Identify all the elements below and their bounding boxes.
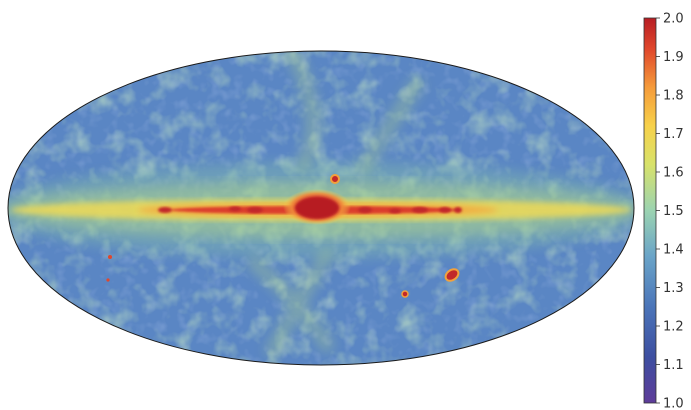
colorbar-tick-label: 1.7 [663, 127, 684, 142]
point-source-left-2 [106, 278, 110, 282]
colorbar-tick-label: 1.8 [663, 89, 684, 104]
colorbar-tick-label: 1.9 [663, 50, 684, 65]
colorbar-tick-label: 1.4 [663, 243, 684, 258]
colorbar-tick-label: 1.1 [663, 358, 684, 373]
large-magellanic-cloud [444, 268, 460, 282]
sky-map [8, 51, 634, 365]
point-source-left-1 [108, 255, 112, 259]
colorbar-tick-label: 2.0 [663, 12, 684, 27]
small-magellanic-cloud [401, 290, 409, 298]
colorbar-tick-label: 1.6 [663, 166, 684, 181]
colorbar: 2.0 1.9 1.8 1.7 1.6 1.5 1.4 1.3 1.2 1.1 1.0 [643, 12, 684, 410]
colorbar-ticks: 2.0 1.9 1.8 1.7 1.6 1.5 1.4 1.3 1.2 1.1 1.0 [656, 12, 684, 410]
loop-arcs [245, 51, 426, 359]
colorbar-tick-label: 1.3 [663, 281, 684, 296]
colorbar-tick-label: 1.0 [663, 397, 684, 410]
point-source-north [330, 174, 340, 184]
colorbar-gradient [643, 17, 657, 404]
colorbar-tick-label: 1.2 [663, 320, 684, 335]
map-outline [7, 50, 635, 366]
colorbar-tick-label: 1.5 [663, 204, 684, 219]
